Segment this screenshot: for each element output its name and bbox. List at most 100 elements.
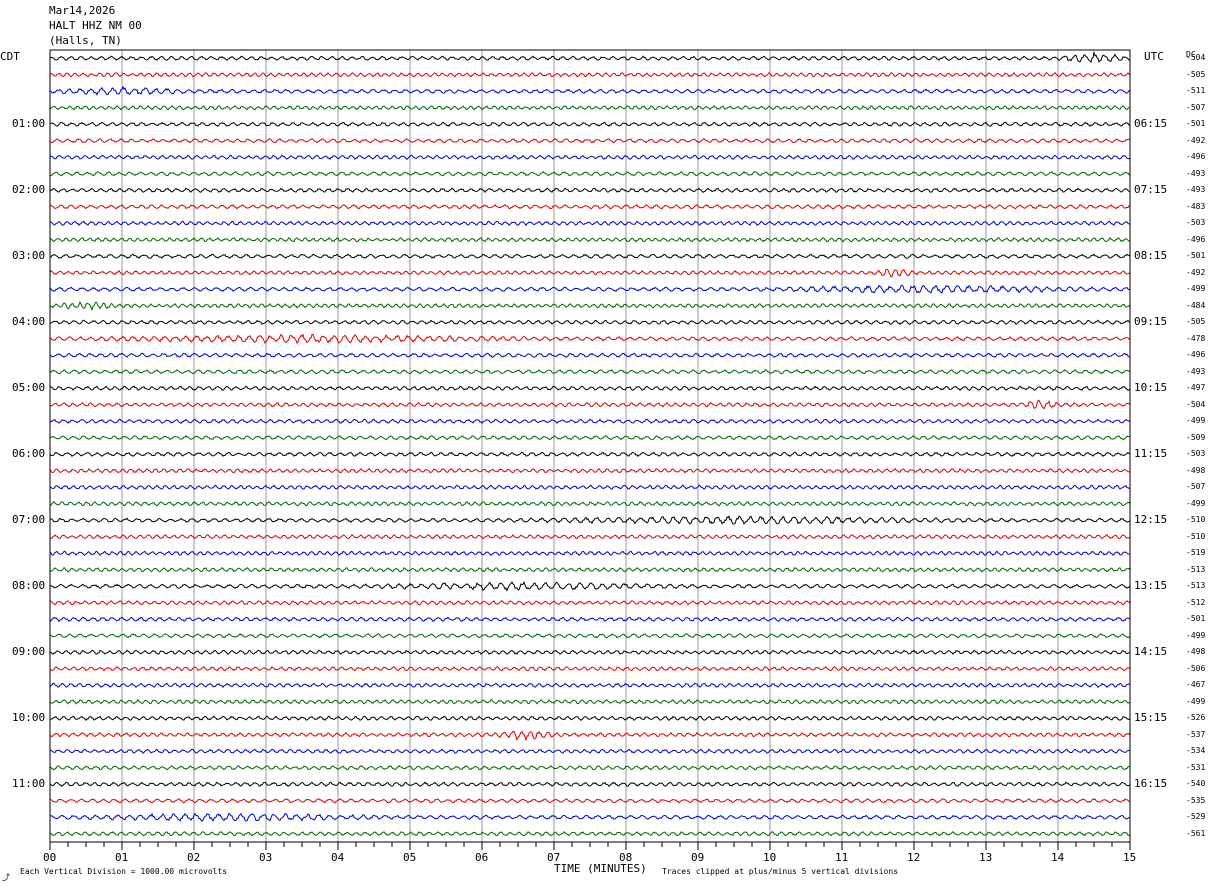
- dc-offset-label: -499: [1186, 416, 1206, 426]
- x-tick-label: 13: [979, 851, 993, 864]
- x-axis-ticks: [49, 842, 1131, 850]
- trace-row-3: [49, 104, 1131, 111]
- trace-row-4: [49, 121, 1131, 127]
- left-hour-label: 07:00: [12, 513, 46, 527]
- left-hour-label: 08:00: [12, 579, 46, 593]
- trace-row-39: [49, 698, 1131, 705]
- plot-frame: [49, 49, 1131, 843]
- trace-row-23: [49, 434, 1131, 441]
- x-tick-label: 05: [403, 851, 417, 864]
- dc-offset-label: -513: [1186, 564, 1206, 574]
- x-tick-label: 14: [1051, 851, 1065, 864]
- dc-offset-label: -510: [1186, 531, 1206, 541]
- x-tick-label: 12: [907, 851, 921, 864]
- dc-offset-label: -505: [1186, 69, 1206, 79]
- trace-row-18: [49, 352, 1131, 358]
- dc-offset-label: -507: [1186, 102, 1206, 112]
- dc-offset-label: -493: [1186, 185, 1206, 195]
- trace-row-16: [49, 319, 1131, 325]
- trace-row-42: [49, 748, 1131, 755]
- dc-offset-label: -484: [1186, 300, 1206, 310]
- trace-row-1: [49, 71, 1131, 78]
- right-hour-label: 11:15: [1134, 447, 1168, 461]
- dc-offset-label: -496: [1186, 152, 1206, 162]
- header-date: Mar14,2026: [49, 4, 116, 17]
- trace-row-30: [49, 550, 1131, 556]
- trace-row-40: [49, 715, 1131, 722]
- dc-offset-label: -512: [1186, 597, 1206, 607]
- dc-offset-label: -529: [1186, 812, 1206, 822]
- dc-offset-label: -534: [1186, 746, 1206, 756]
- dc-offset-label: -492: [1186, 267, 1206, 277]
- dc-offset-label: -504: [1186, 53, 1206, 63]
- x-tick-label: 02: [187, 851, 201, 864]
- left-hour-label: 05:00: [12, 381, 46, 395]
- dc-offset-label: -537: [1186, 729, 1206, 739]
- trace-row-13: [49, 268, 1131, 278]
- trace-row-45: [49, 797, 1131, 804]
- right-hour-label: 13:15: [1134, 579, 1168, 593]
- trace-row-46: [49, 812, 1131, 823]
- dc-offset-label: -535: [1186, 795, 1206, 805]
- header-station: HALT HHZ NM 00: [49, 19, 142, 32]
- trace-row-8: [49, 187, 1131, 193]
- dc-offset-label: -467: [1186, 680, 1206, 690]
- x-tick-label: 04: [331, 851, 345, 864]
- trace-row-38: [49, 682, 1131, 689]
- trace-row-20: [49, 385, 1131, 392]
- corner-mark: ⤴: [2, 873, 10, 882]
- x-tick-label: 11: [835, 851, 849, 864]
- x-tick-label: 09: [691, 851, 705, 864]
- trace-row-34: [49, 616, 1131, 622]
- dc-offset-label: -497: [1186, 383, 1206, 393]
- left-hour-label: 06:00: [12, 447, 46, 461]
- x-tick-label: 15: [1123, 851, 1137, 864]
- dc-offset-label: -503: [1186, 218, 1206, 228]
- dc-offset-label: -504: [1186, 399, 1206, 409]
- dc-offset-label: -501: [1186, 614, 1206, 624]
- left-hour-label: 10:00: [12, 711, 46, 725]
- trace-row-19: [49, 368, 1131, 375]
- dc-offset-label: -511: [1186, 86, 1206, 96]
- time-gridlines: [121, 50, 1059, 842]
- right-hour-label: 09:15: [1134, 315, 1168, 329]
- trace-row-37: [49, 665, 1130, 672]
- dc-offset-label: -483: [1186, 201, 1206, 211]
- right-hour-label: 10:15: [1134, 381, 1168, 395]
- dc-offset-label: -526: [1186, 713, 1206, 723]
- right-hour-label: 14:15: [1134, 645, 1168, 659]
- left-hour-label: 01:00: [12, 117, 46, 131]
- left-hour-label: 04:00: [12, 315, 46, 329]
- x-tick-label: 01: [115, 851, 129, 864]
- trace-row-11: [49, 236, 1131, 243]
- trace-row-25: [49, 468, 1131, 474]
- x-tick-label: 03: [259, 851, 273, 864]
- footer-clip-note: Traces clipped at plus/minus 5 vertical …: [662, 867, 899, 876]
- x-tick-label: 08: [619, 851, 633, 864]
- dc-offset-label: -492: [1186, 135, 1206, 145]
- dc-offset-label: -498: [1186, 647, 1206, 657]
- header-location: (Halls, TN): [49, 34, 122, 47]
- x-axis-title: TIME (MINUTES): [554, 862, 647, 875]
- trace-row-2: [49, 85, 1131, 96]
- left-axis-title: CDT: [0, 50, 20, 63]
- dc-offset-label: -498: [1186, 465, 1206, 475]
- trace-row-43: [49, 764, 1131, 771]
- dc-offset-label: -501: [1186, 251, 1206, 261]
- dc-offset-label: -505: [1186, 317, 1206, 327]
- trace-row-29: [49, 534, 1131, 540]
- trace-row-6: [49, 154, 1131, 161]
- dc-offset-label: -499: [1186, 284, 1206, 294]
- dc-offset-label: -509: [1186, 432, 1206, 442]
- right-axis-title: UTC: [1144, 50, 1164, 63]
- x-tick-label: 00: [43, 851, 57, 864]
- right-hour-label: 07:15: [1134, 183, 1168, 197]
- dc-offset-label: -499: [1186, 630, 1206, 640]
- dc-offset-label: -540: [1186, 779, 1206, 789]
- right-hour-label: 12:15: [1134, 513, 1168, 527]
- dc-offset-label: -501: [1186, 119, 1206, 129]
- trace-row-10: [49, 220, 1131, 227]
- dc-offset-label: -561: [1186, 828, 1206, 838]
- dc-offset-label: -510: [1186, 515, 1206, 525]
- dc-offset-label: -503: [1186, 449, 1206, 459]
